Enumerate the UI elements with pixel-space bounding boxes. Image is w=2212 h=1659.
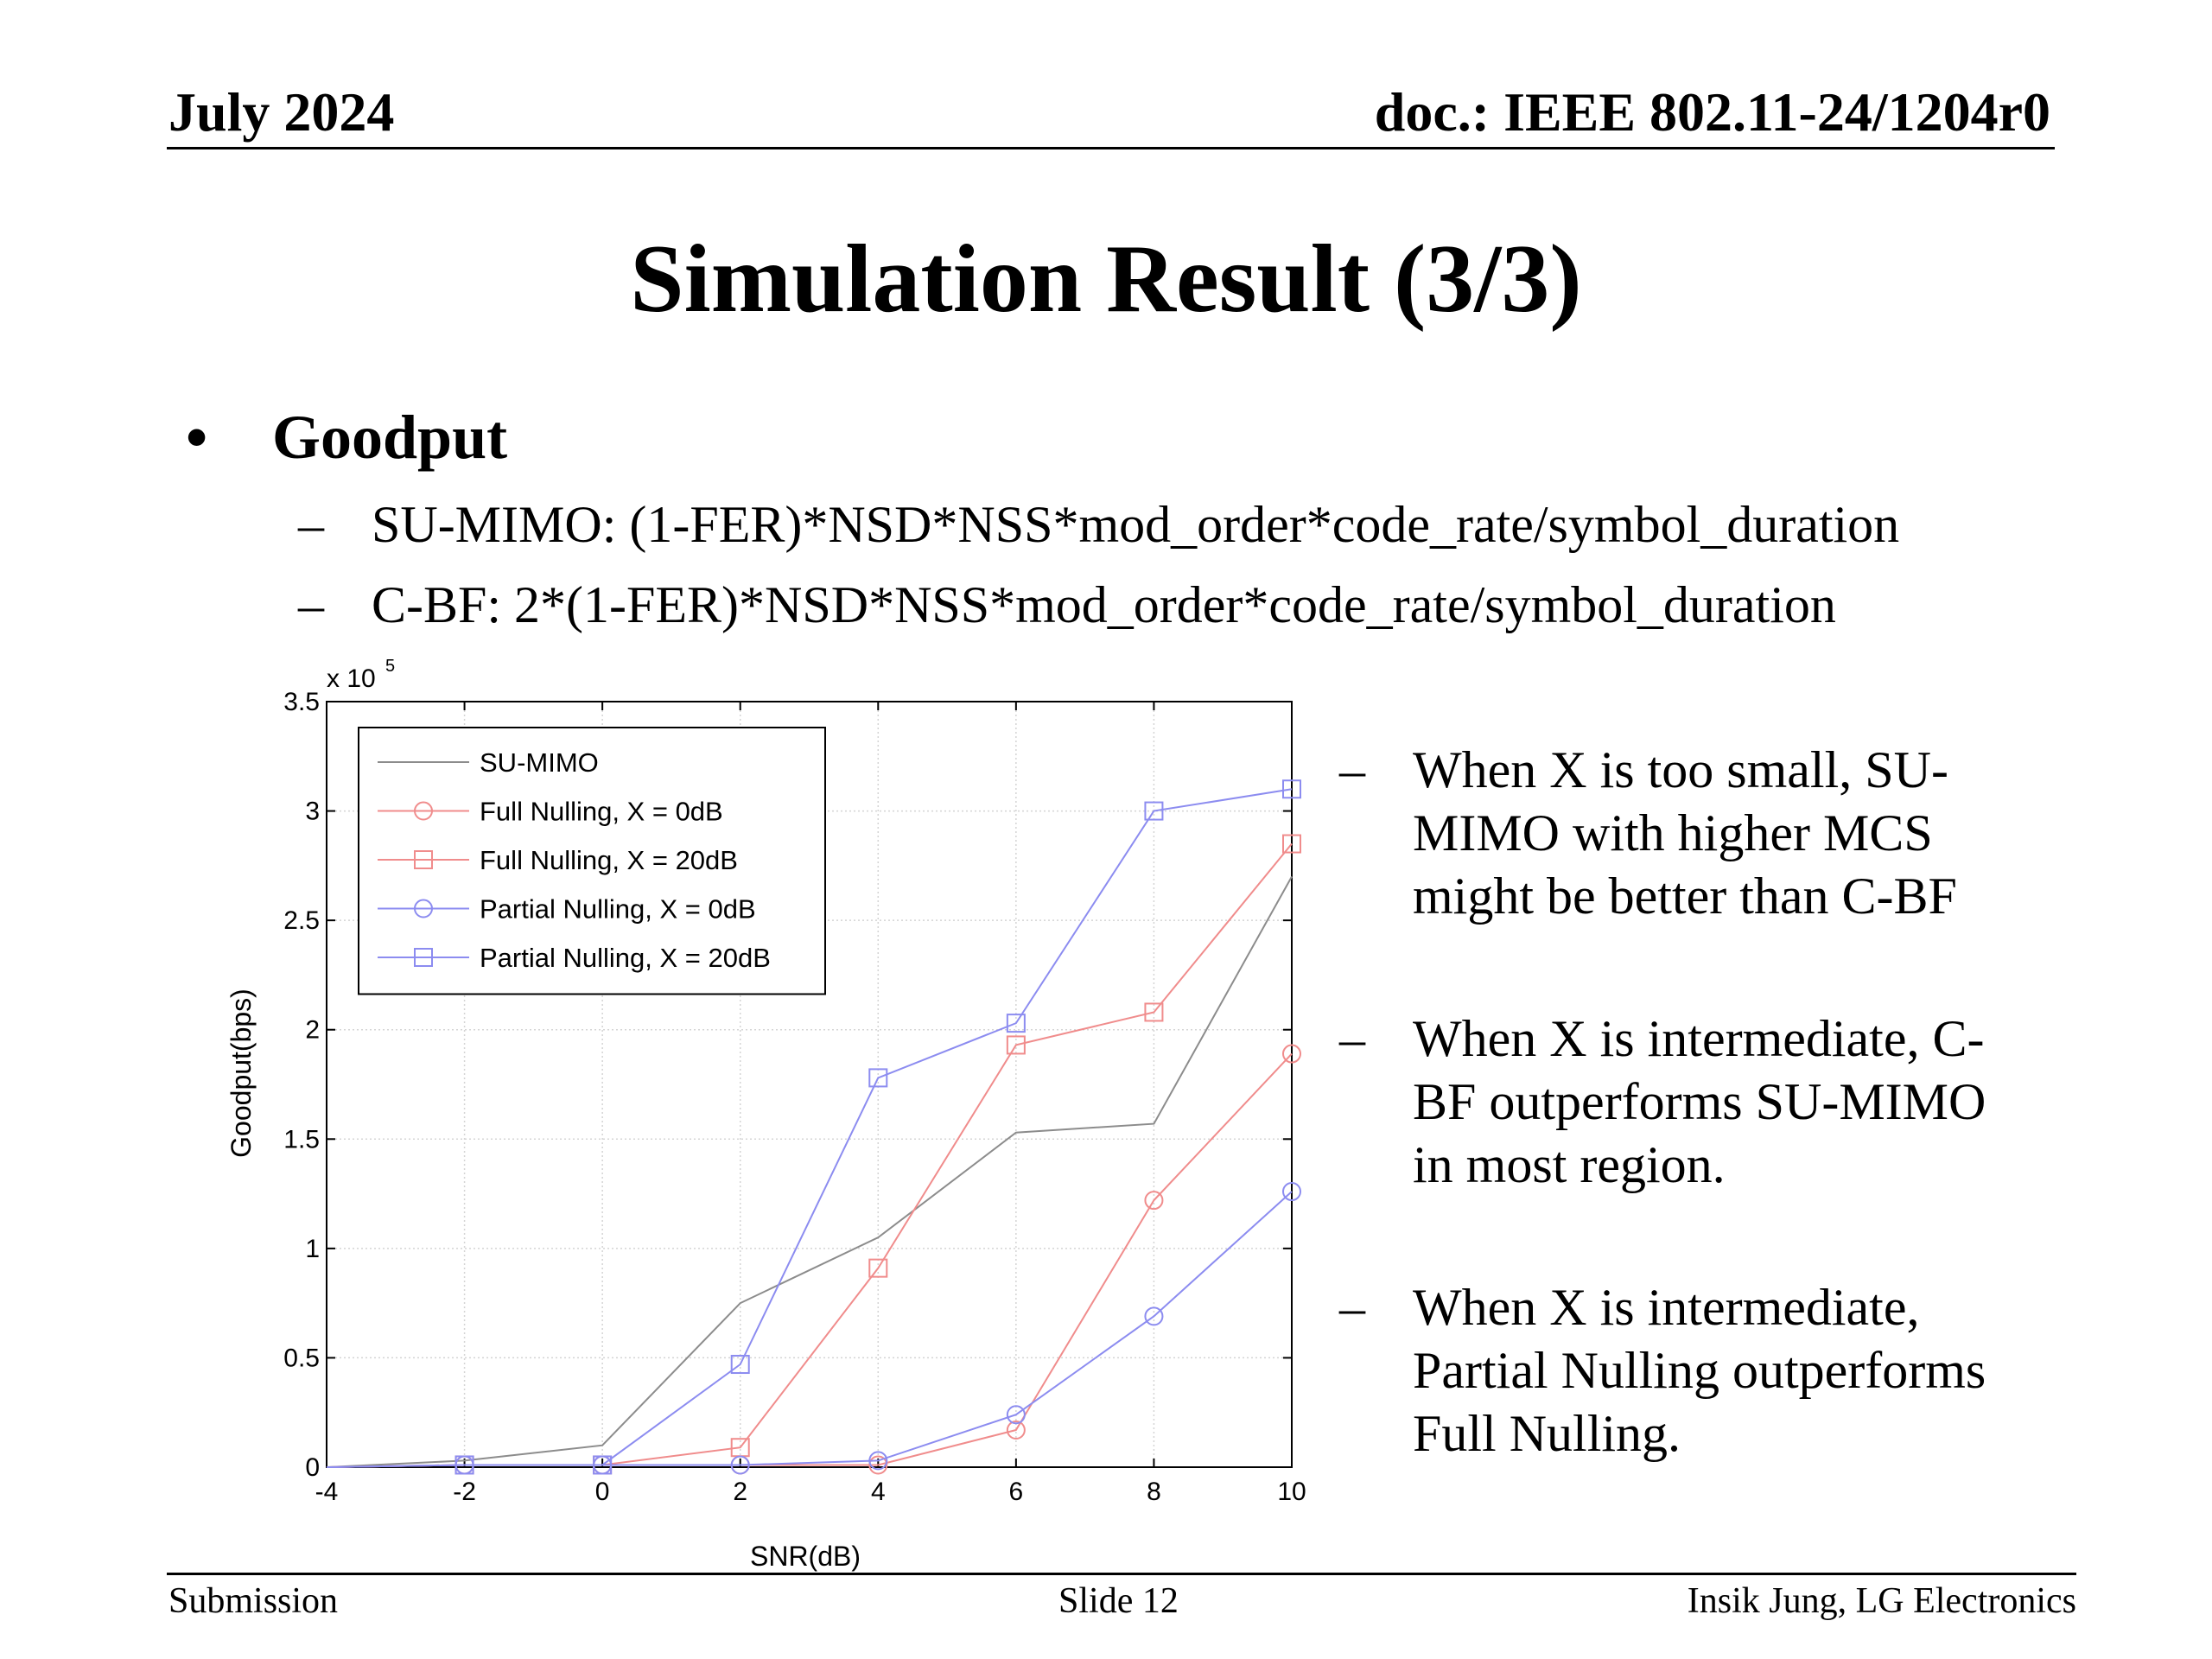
series-line — [326, 788, 1293, 1468]
goodput-chart: -4 -2 0 2 4 6 8 10 0 0.5 1 1.5 2 2.5 3 3.5 SU-MIMO Full … — [226, 657, 1306, 1572]
legend-entry: Partial Nulling, X = 0dB — [378, 894, 756, 925]
data-point — [1006, 1420, 1026, 1440]
data-point — [868, 1455, 888, 1475]
x-tick-label: 4 — [871, 1478, 886, 1506]
series-layer — [326, 779, 1301, 1475]
legend-label: Partial Nulling, X = 0dB — [480, 894, 756, 925]
header-date: July 2024 — [168, 81, 395, 143]
note-item: – When X is intermediate, C- BF outperfor… — [1339, 1007, 2117, 1197]
data-point — [868, 1068, 888, 1088]
legend-label: Full Nulling, X = 0dB — [480, 797, 723, 827]
y-tick-label: 1 — [305, 1235, 320, 1263]
footer-slide-number: Slide 12 — [1058, 1581, 1179, 1621]
data-point — [1144, 1306, 1164, 1326]
y-tick-label: 3 — [305, 798, 320, 826]
data-point — [868, 1451, 888, 1471]
data-point — [868, 1258, 888, 1278]
note-text: When X is intermediate, C- BF outperform… — [1413, 1010, 1986, 1193]
x-tick-label: 6 — [1009, 1478, 1024, 1506]
header-doc-id: doc.: IEEE 802.11-24/1204r0 — [1374, 81, 2050, 143]
legend-label: Partial Nulling, X = 20dB — [480, 943, 771, 973]
y-tick-label: 2 — [305, 1016, 320, 1045]
legend-label: Full Nulling, X = 20dB — [480, 845, 738, 875]
series-4 — [326, 779, 1301, 1475]
data-point — [1282, 779, 1301, 799]
dash-marker: – — [298, 496, 324, 553]
y-tick-label: 0.5 — [283, 1344, 320, 1372]
x-tick-label: 8 — [1147, 1478, 1161, 1506]
note-item: – When X is too small, SU- MIMO with high… — [1339, 739, 2117, 928]
legend-marker — [414, 801, 433, 821]
note-text: When X is intermediate, Partial Nulling … — [1413, 1279, 1986, 1462]
data-point — [454, 1455, 474, 1475]
y-tick-label: 0 — [305, 1453, 320, 1482]
note-text: When X is too small, SU- MIMO with highe… — [1413, 741, 1957, 925]
x-tick-label: 2 — [733, 1478, 747, 1506]
header-divider — [167, 147, 2055, 149]
formula-text: C-BF: 2*(1-FER)*NSD*NSS*mod_order*code_r… — [372, 576, 1836, 633]
bullet-goodput: • Goodput — [186, 406, 507, 468]
dash-marker: – — [298, 576, 324, 633]
y-tick-label: 1.5 — [283, 1125, 320, 1154]
bullet-marker: • — [186, 403, 208, 472]
data-point — [730, 1355, 750, 1375]
data-point — [1282, 834, 1301, 854]
y-multiplier-label: x 10 — [327, 664, 376, 693]
data-point — [1006, 1014, 1026, 1033]
x-tick-label: -2 — [453, 1478, 476, 1506]
legend-marker — [414, 899, 433, 918]
formula-text: SU-MIMO: (1-FER)*NSD*NSS*mod_order*code_… — [372, 496, 1900, 553]
y-tick-label: 2.5 — [283, 906, 320, 935]
footer-submission: Submission — [168, 1581, 339, 1621]
footer-author: Insik Jung, LG Electronics — [1687, 1581, 2076, 1621]
data-point — [593, 1455, 613, 1475]
legend-entry: Full Nulling, X = 20dB — [378, 845, 738, 875]
note-item: – When X is intermediate, Partial Nulling… — [1339, 1276, 2117, 1465]
data-point — [1006, 1035, 1026, 1055]
legend-marker — [414, 850, 433, 869]
x-tick-label: 0 — [595, 1478, 610, 1506]
series-line — [326, 1191, 1293, 1468]
plot-frame — [326, 701, 1293, 1468]
data-point — [1144, 1002, 1164, 1022]
formula-su-mimo: – SU-MIMO: (1-FER)*NSD*NSS*mod_order*code… — [298, 499, 1899, 550]
series-line — [326, 876, 1293, 1468]
x-tick-label: 10 — [1277, 1478, 1306, 1506]
legend-box — [358, 727, 826, 995]
y-multiplier-exponent: 5 — [385, 657, 395, 676]
legend-label: SU-MIMO — [480, 747, 599, 778]
x-axis-label: SNR(dB) — [750, 1541, 861, 1572]
series-line — [326, 1052, 1293, 1468]
slide-title: Simulation Result (3/3) — [630, 226, 1582, 333]
dash-marker: – — [1339, 741, 1365, 798]
data-point — [1282, 1182, 1301, 1202]
y-axis-label: Goodput(bps) — [226, 988, 257, 1158]
observation-notes: – When X is too small, SU- MIMO with high… — [1339, 739, 2117, 1545]
data-point — [1144, 801, 1164, 821]
formula-c-bf: – C-BF: 2*(1-FER)*NSD*NSS*mod_order*code_… — [298, 579, 1836, 631]
legend-entry: Full Nulling, X = 0dB — [378, 797, 723, 827]
bullet-label: Goodput — [272, 403, 508, 472]
legend-marker — [414, 948, 433, 967]
dash-marker: – — [1339, 1010, 1365, 1067]
data-point — [1144, 1191, 1164, 1211]
legend-layer: SU-MIMO Full Nulling, X = 0dB Full Nulling… — [358, 727, 826, 995]
x-tick-label: -4 — [315, 1478, 339, 1506]
y-tick-label: 3.5 — [283, 688, 320, 716]
series-0 — [326, 876, 1293, 1468]
legend-entry: SU-MIMO — [378, 747, 599, 778]
dash-marker: – — [1339, 1279, 1365, 1336]
data-point — [1282, 1044, 1301, 1064]
data-point — [1006, 1405, 1026, 1425]
data-point — [730, 1455, 750, 1475]
footer-divider — [167, 1573, 2076, 1575]
legend-entry: Partial Nulling, X = 20dB — [378, 943, 771, 973]
